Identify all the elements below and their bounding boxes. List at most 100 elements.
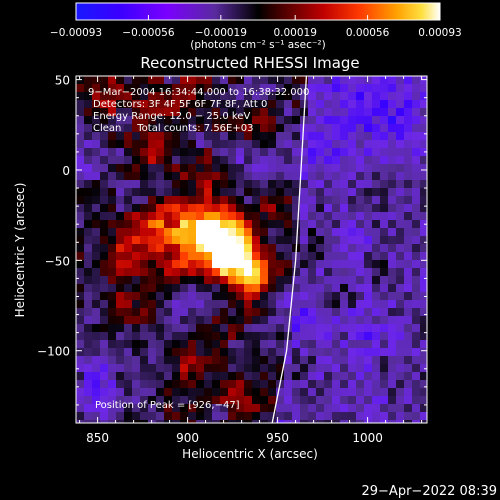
heatmap-cell bbox=[308, 156, 317, 165]
heatmap-cell bbox=[188, 140, 197, 149]
heatmap-cell bbox=[148, 220, 157, 229]
heatmap-cell bbox=[220, 84, 229, 93]
heatmap-cell bbox=[348, 116, 357, 125]
heatmap-cell bbox=[372, 156, 381, 165]
heatmap-cell bbox=[340, 348, 349, 357]
heatmap-cell bbox=[276, 340, 285, 349]
heatmap-cell bbox=[132, 180, 141, 189]
heatmap-cell bbox=[100, 228, 109, 237]
heatmap-cell bbox=[308, 204, 317, 213]
heatmap-cell bbox=[180, 228, 189, 237]
heatmap-cell bbox=[348, 196, 357, 205]
colorbar-ticks: −0.00093 −0.00056 −0.00019 0.00019 0.00056 0.… bbox=[50, 15, 462, 39]
heatmap-cell bbox=[116, 372, 125, 381]
heatmap-cell bbox=[220, 372, 229, 381]
heatmap-cell bbox=[404, 380, 413, 389]
heatmap-cell bbox=[140, 308, 149, 317]
heatmap-cell bbox=[180, 180, 189, 189]
heatmap-cell bbox=[308, 76, 317, 85]
heatmap-cell bbox=[268, 236, 277, 245]
heatmap-cell bbox=[116, 412, 125, 421]
heatmap-cell bbox=[372, 388, 381, 397]
heatmap-cell bbox=[284, 348, 293, 357]
heatmap-cell bbox=[148, 212, 157, 221]
heatmap-cell bbox=[324, 172, 333, 181]
heatmap-cell bbox=[204, 356, 213, 365]
heatmap-cell bbox=[84, 124, 93, 133]
heatmap-cell bbox=[92, 372, 101, 381]
x-tick-label: 850 bbox=[86, 431, 109, 445]
heatmap-cell bbox=[220, 204, 229, 213]
heatmap-cell bbox=[412, 292, 421, 301]
heatmap-cell bbox=[244, 228, 253, 237]
heatmap-cell bbox=[140, 268, 149, 277]
heatmap-cell bbox=[340, 92, 349, 101]
heatmap-cell bbox=[188, 100, 197, 109]
heatmap-cell bbox=[124, 156, 133, 165]
heatmap-cell bbox=[180, 268, 189, 277]
heatmap-cell bbox=[324, 180, 333, 189]
heatmap-cell bbox=[196, 180, 205, 189]
heatmap-cell bbox=[356, 92, 365, 101]
heatmap-cell bbox=[268, 404, 277, 413]
heatmap-cell bbox=[308, 148, 317, 157]
heatmap-cell bbox=[92, 404, 101, 413]
heatmap-cell bbox=[380, 180, 389, 189]
heatmap-cell bbox=[76, 100, 85, 109]
heatmap-cell bbox=[300, 332, 309, 341]
heatmap-cell bbox=[140, 84, 149, 93]
heatmap-cell bbox=[292, 164, 301, 173]
heatmap-cell bbox=[356, 276, 365, 285]
heatmap-cell bbox=[380, 140, 389, 149]
heatmap-cell bbox=[92, 76, 101, 85]
heatmap-cell bbox=[132, 124, 141, 133]
heatmap-cell bbox=[412, 420, 421, 423]
heatmap-cell bbox=[156, 308, 165, 317]
heatmap-cell bbox=[308, 236, 317, 245]
heatmap-cell bbox=[348, 348, 357, 357]
heatmap-cell bbox=[180, 364, 189, 373]
heatmap-cell bbox=[252, 244, 261, 253]
heatmap-cell bbox=[348, 92, 357, 101]
heatmap-cell bbox=[308, 404, 317, 413]
y-tick-label: 50 bbox=[55, 74, 70, 88]
heatmap-cell bbox=[292, 108, 301, 117]
heatmap-cell bbox=[260, 84, 269, 93]
heatmap-cell bbox=[340, 396, 349, 405]
heatmap-cell bbox=[172, 92, 181, 101]
heatmap-cell bbox=[404, 364, 413, 373]
heatmap-cell bbox=[196, 324, 205, 333]
heatmap-cell bbox=[172, 260, 181, 269]
heatmap-cell bbox=[300, 228, 309, 237]
heatmap-cell bbox=[156, 332, 165, 341]
heatmap-cell bbox=[292, 260, 301, 269]
heatmap-cell bbox=[292, 116, 301, 125]
heatmap-cell bbox=[148, 108, 157, 117]
heatmap-cell bbox=[268, 76, 277, 85]
colorbar-units-label: (photons cm⁻² s⁻¹ asec⁻²) bbox=[190, 39, 325, 51]
heatmap-cell bbox=[220, 92, 229, 101]
heatmap-cell bbox=[396, 196, 405, 205]
heatmap-cell bbox=[108, 316, 117, 325]
heatmap-cell bbox=[236, 228, 245, 237]
heatmap-cell bbox=[148, 84, 157, 93]
heatmap-cell bbox=[156, 268, 165, 277]
heatmap-cell bbox=[260, 364, 269, 373]
heatmap-cell bbox=[420, 308, 427, 317]
heatmap-cell bbox=[364, 300, 373, 309]
heatmap-cell bbox=[388, 84, 397, 93]
heatmap-cell bbox=[324, 388, 333, 397]
heatmap-cell bbox=[116, 348, 125, 357]
heatmap-cell bbox=[180, 332, 189, 341]
heatmap-cell bbox=[156, 156, 165, 165]
heatmap-cell bbox=[84, 348, 93, 357]
heatmap-cell bbox=[92, 324, 101, 333]
heatmap-cell bbox=[228, 340, 237, 349]
heatmap-cell bbox=[236, 108, 245, 117]
heatmap-cell bbox=[188, 300, 197, 309]
heatmap-cell bbox=[348, 140, 357, 149]
heatmap-cell bbox=[92, 292, 101, 301]
heatmap-cell bbox=[180, 244, 189, 253]
heatmap-cell bbox=[260, 276, 269, 285]
heatmap-cell bbox=[332, 332, 341, 341]
